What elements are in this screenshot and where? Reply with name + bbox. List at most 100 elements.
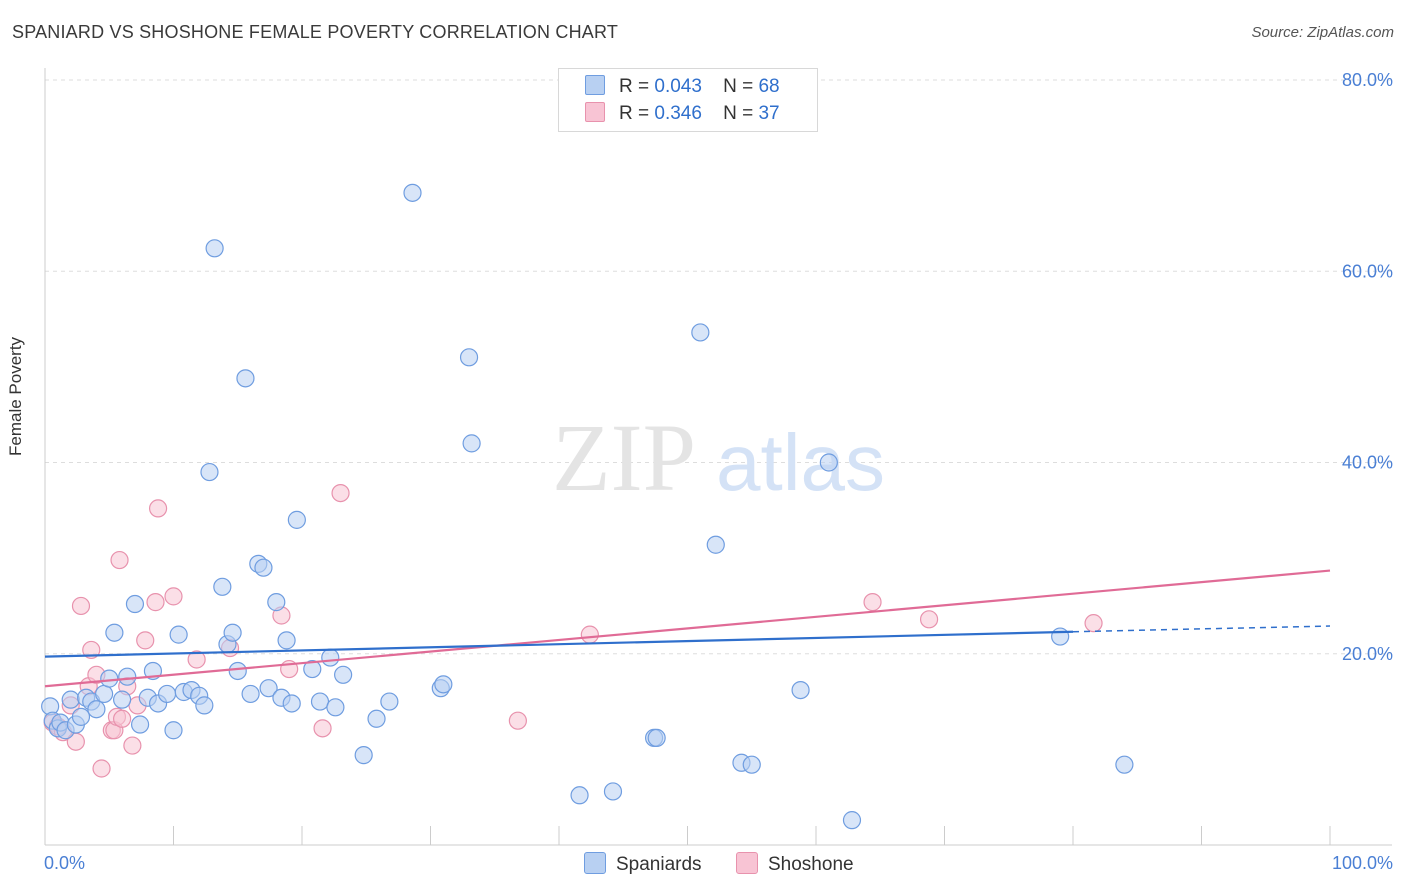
spaniards-point [310, 692, 330, 711]
spaniards-point [647, 728, 666, 748]
spaniards-point [157, 684, 177, 704]
shoshone-point [112, 709, 132, 728]
spaniards-point [259, 679, 278, 698]
legend-n-label: N = [723, 103, 754, 124]
spaniards-point [459, 348, 479, 367]
x-tick-label: 0.0% [44, 853, 85, 873]
watermark-zip: ZIP [552, 404, 696, 511]
spaniards-points [41, 183, 1134, 830]
spaniards-point [321, 648, 340, 667]
spaniards-point [380, 692, 399, 711]
shoshone-point [71, 596, 91, 616]
legend-row-shoshone: R = 0.346 N = 37 [585, 102, 780, 126]
spaniards-point [100, 669, 119, 688]
y-tick-label: 80.0% [1342, 70, 1393, 90]
spaniards-point [462, 434, 481, 453]
shoshone-point [148, 499, 168, 518]
spaniards-point [819, 453, 838, 472]
trend-lines [44, 569, 1331, 688]
spaniards-point [603, 782, 623, 801]
spaniards-point [95, 684, 114, 704]
spaniards-point [1115, 755, 1134, 774]
watermark-atlas: atlas [716, 418, 885, 507]
shoshone-point [919, 610, 939, 629]
shoshone-points [43, 484, 1103, 778]
watermark: ZIP atlas [552, 404, 885, 511]
spaniards-point [706, 535, 725, 554]
spaniards-point [742, 755, 761, 774]
legend-n-label: N = [723, 76, 754, 97]
spaniards-point [130, 715, 150, 734]
y-tick-label: 60.0% [1342, 261, 1393, 281]
spaniards-point [200, 462, 219, 482]
spaniards-trend-line [44, 630, 1074, 658]
chart-source: Source: ZipAtlas.com [1251, 24, 1394, 41]
y-tick-label: 40.0% [1342, 453, 1393, 473]
spaniards-point [326, 698, 345, 717]
shoshone-point [146, 593, 165, 612]
chart-title: SPANIARD VS SHOSHONE FEMALE POVERTY CORR… [12, 22, 619, 42]
shoshone-point [508, 711, 527, 730]
spaniards-point [236, 369, 255, 388]
tick-labels: 20.0% 40.0% 60.0% 80.0% 0.0% 100.0% [44, 70, 1393, 873]
shoshone-trend-line [44, 569, 1331, 688]
spaniards-point [61, 690, 80, 709]
legend-n-value: 37 [758, 103, 780, 124]
spaniards-point [241, 684, 260, 704]
shoshone-point [136, 631, 155, 650]
shoshone-point [82, 640, 101, 660]
spaniards-point [691, 323, 710, 342]
legend-r-value: 0.043 [654, 76, 702, 97]
correlation-legend: R = 0.043 N = 68 R = 0.346 N = 37 [558, 68, 818, 132]
spaniards-point [195, 696, 214, 715]
legend-label-spaniards: Spaniards [616, 854, 702, 875]
shoshone-point [92, 759, 111, 778]
spaniards-point [287, 510, 306, 529]
spaniards-point [228, 661, 247, 681]
spaniards-point [434, 675, 453, 694]
spaniards-point [71, 707, 91, 726]
spaniards-trend-extension [1072, 625, 1331, 633]
shoshone-point [110, 550, 129, 570]
axes [44, 68, 1392, 846]
legend-swatch-blue [585, 75, 605, 95]
spaniards-point [403, 183, 422, 202]
legend-item-shoshone: Shoshone [736, 852, 854, 876]
spaniards-point [164, 721, 183, 740]
spaniards-point [282, 694, 301, 713]
spaniards-point [303, 659, 322, 679]
spaniards-point [367, 709, 386, 728]
legend-item-spaniards: Spaniards [584, 852, 702, 876]
legend-swatch-blue [584, 852, 606, 874]
legend-swatch-pink [736, 852, 758, 874]
spaniards-point [169, 625, 188, 644]
spaniards-point [254, 558, 273, 577]
shoshone-point [313, 719, 332, 738]
spaniards-point [87, 700, 106, 719]
spaniards-point [213, 577, 232, 596]
shoshone-point [580, 625, 599, 644]
spaniards-point [105, 623, 124, 642]
legend-label-shoshone: Shoshone [768, 854, 854, 875]
spaniards-point [842, 811, 862, 830]
spaniards-point [570, 786, 589, 805]
legend-r-label: R = [619, 76, 650, 97]
spaniards-point [354, 746, 373, 765]
shoshone-point [1084, 614, 1103, 633]
spaniards-point [277, 631, 296, 650]
legend-row-spaniards: R = 0.043 N = 68 [585, 75, 780, 99]
legend-r-value: 0.346 [654, 103, 702, 124]
spaniards-point [112, 690, 132, 709]
x-tick-label: 100.0% [1332, 853, 1393, 873]
legend-r-label: R = [619, 103, 650, 124]
shoshone-point [331, 484, 350, 503]
shoshone-point [863, 593, 882, 612]
shoshone-point [164, 587, 183, 606]
y-tick-label: 20.0% [1342, 644, 1393, 664]
shoshone-point [123, 736, 142, 755]
shoshone-point [187, 650, 206, 669]
spaniards-point [791, 680, 810, 700]
spaniards-point [118, 667, 137, 686]
spaniards-point [334, 665, 353, 684]
